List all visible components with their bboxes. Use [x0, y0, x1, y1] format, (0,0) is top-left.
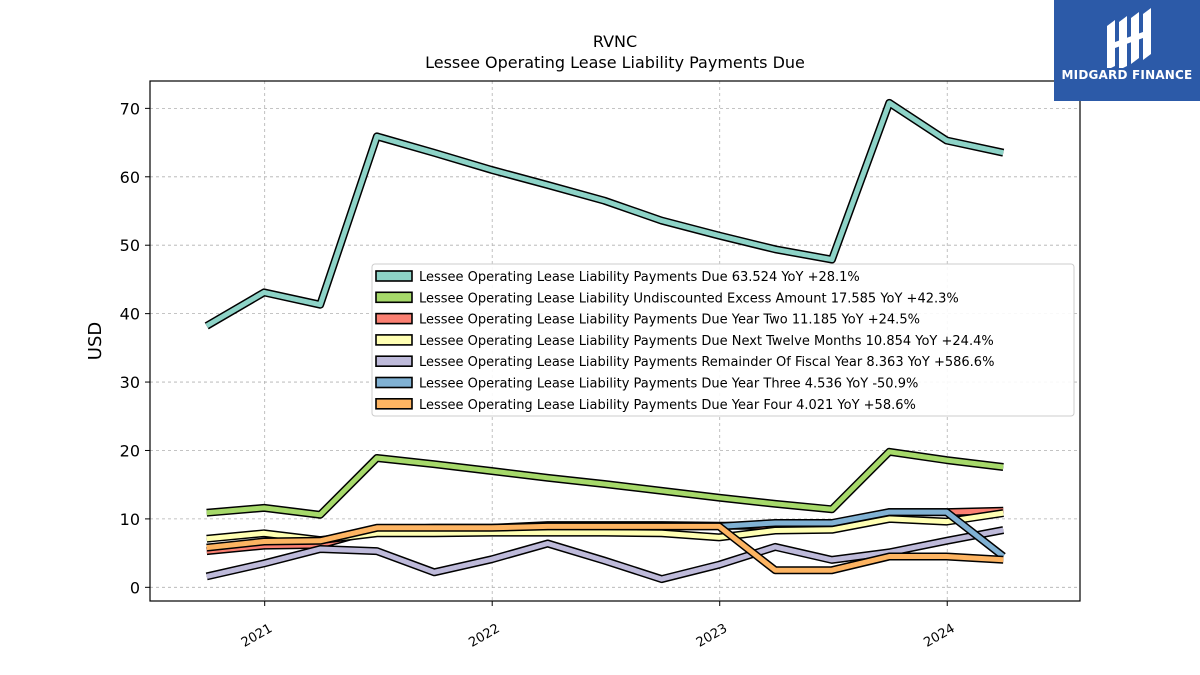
chart-subtitle: Lessee Operating Lease Liability Payment… [425, 53, 805, 72]
y-axis: 0 10 20 30 40 50 60 70 [120, 99, 150, 597]
series-line [718, 509, 1005, 559]
legend-entry: Lessee Operating Lease Liability Payment… [419, 377, 918, 392]
x-tick-label: 2023 [694, 621, 730, 651]
y-tick-label: 10 [120, 510, 140, 529]
series-lines [204, 98, 1006, 584]
legend-swatch [375, 270, 413, 282]
brand-name: MIDGARD FINANCE [1061, 68, 1193, 82]
series-line [206, 527, 1004, 582]
x-tick-label: 2022 [466, 621, 502, 651]
legend-swatch [375, 312, 413, 325]
x-axis: 2021 2022 2023 2024 [239, 601, 958, 651]
legend-entry: Lessee Operating Lease Liability Payment… [419, 355, 994, 370]
legend-entry: Lessee Operating Lease Liability Payment… [419, 313, 920, 328]
legend-entry: Lessee Operating Lease Liability Payment… [419, 398, 916, 413]
x-tick-label: 2021 [239, 621, 275, 651]
plot-frame [149, 80, 1081, 602]
legend-swatch [375, 397, 413, 410]
y-tick-label: 20 [120, 441, 140, 460]
legend-box [371, 263, 1075, 417]
y-tick-label: 50 [120, 236, 140, 255]
legend: Lessee Operating Lease Liability Payment… [371, 263, 1075, 417]
series-line [206, 449, 1004, 518]
y-axis-label: USD [85, 322, 106, 360]
legend-entry: Lessee Operating Lease Liability Payment… [419, 334, 994, 349]
y-tick-label: 40 [120, 305, 140, 324]
legend-swatch [375, 355, 413, 368]
series-line [205, 100, 1004, 329]
brand-logo: MIDGARD FINANCE [1054, 0, 1200, 101]
y-tick-label: 60 [120, 168, 140, 187]
y-tick-label: 30 [120, 373, 140, 392]
midgard-h-logo-icon [1107, 8, 1151, 68]
legend-swatch [375, 334, 413, 346]
y-tick-label: 0 [130, 578, 140, 597]
legend-entry: Lessee Operating Lease Liability Payment… [419, 270, 860, 285]
legend-swatch [375, 291, 413, 304]
chart-title: RVNC [593, 32, 637, 51]
series-line [206, 523, 1004, 573]
legend-entry: Lessee Operating Lease Liability Undisco… [419, 291, 959, 306]
y-tick-label: 70 [120, 99, 140, 118]
legend-swatch [375, 376, 413, 389]
x-tick-label: 2024 [921, 621, 957, 651]
